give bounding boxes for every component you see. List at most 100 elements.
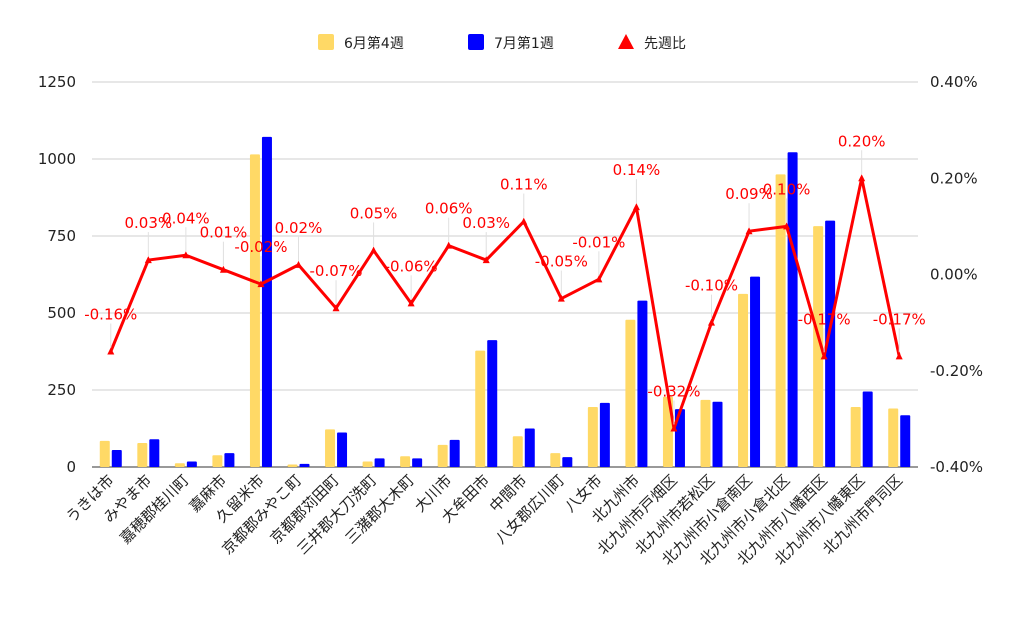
left-tick-label: 0 [66, 458, 76, 476]
data-label: 0.03% [462, 214, 510, 232]
bar [299, 463, 310, 467]
triangle-marker [557, 294, 565, 302]
bar [487, 340, 498, 467]
bar [400, 456, 411, 467]
data-label: 0.10% [763, 180, 811, 198]
right-tick-label: -0.20% [930, 362, 983, 380]
bar [813, 226, 824, 467]
legend-swatch [468, 34, 484, 50]
data-label: -0.06% [385, 257, 438, 275]
bar [99, 440, 110, 467]
bar [900, 415, 911, 467]
bar [412, 458, 423, 467]
triangle-marker [257, 280, 265, 288]
bar [775, 174, 786, 467]
bar [712, 401, 723, 467]
bar [587, 406, 598, 467]
data-label: 0.06% [425, 200, 473, 218]
bar [149, 439, 160, 467]
triangle-marker [219, 265, 227, 273]
data-label: -0.01% [572, 233, 625, 251]
bar [174, 463, 185, 467]
data-label: -0.16% [84, 306, 137, 324]
bar [524, 428, 535, 467]
triangle-marker [370, 246, 378, 254]
triangle-marker [407, 299, 415, 307]
bar [888, 408, 899, 467]
bar [287, 464, 298, 467]
bar [599, 402, 610, 467]
triangle-marker [632, 203, 640, 211]
left-tick-label: 250 [47, 381, 76, 399]
data-label: -0.05% [535, 253, 588, 271]
bar [337, 432, 348, 467]
triangle-marker [445, 241, 453, 249]
bar [512, 436, 523, 467]
legend-label: 7月第1週 [494, 35, 554, 52]
data-label: -0.17% [873, 310, 926, 328]
triangle-marker [332, 304, 340, 312]
right-tick-label: -0.40% [930, 458, 983, 476]
data-label: 0.02% [275, 219, 323, 237]
data-label: 0.20% [838, 132, 886, 150]
bar [637, 300, 648, 467]
triangle-marker [708, 318, 715, 326]
data-label: 0.03% [124, 214, 172, 232]
data-labels: -0.16%0.03%0.04%0.01%-0.02%0.02%-0.07%0.… [84, 132, 926, 425]
bar [249, 154, 260, 467]
bar [850, 406, 861, 467]
triangle-marker [745, 227, 753, 235]
bar [362, 461, 373, 467]
data-label: 0.05% [350, 204, 398, 222]
left-tick-label: 1000 [38, 150, 76, 168]
legend-marker [618, 34, 634, 49]
bar [862, 391, 873, 467]
triangle-marker [520, 217, 528, 225]
bar [700, 399, 711, 467]
line-path [109, 176, 901, 430]
triangle-marker [783, 222, 791, 230]
triangle-marker [595, 275, 603, 283]
triangle-marker [182, 251, 190, 259]
data-label: 0.09% [725, 185, 773, 203]
data-label: -0.10% [685, 277, 738, 295]
bar [625, 319, 636, 467]
data-label: 0.11% [500, 176, 548, 194]
triangle-marker [895, 352, 903, 360]
data-label: 0.04% [162, 209, 210, 227]
bar [261, 136, 272, 467]
bar [825, 220, 836, 467]
bar-series [99, 136, 911, 467]
bar [787, 152, 798, 467]
bar [437, 444, 448, 467]
right-tick-label: 0.00% [930, 266, 978, 284]
line-markers [107, 174, 903, 432]
left-tick-label: 750 [47, 227, 76, 245]
bar [111, 450, 122, 467]
triangle-marker [295, 260, 302, 268]
triangle-marker [858, 174, 866, 182]
bar [750, 276, 761, 467]
right-tick-label: 0.40% [930, 73, 978, 91]
bar [137, 442, 148, 467]
left-tick-label: 1250 [38, 73, 76, 91]
data-label: -0.32% [647, 383, 700, 401]
bar [224, 453, 235, 467]
bar [738, 293, 749, 467]
data-label: -0.02% [234, 238, 287, 256]
chart-legend: 6月第4週 7月第1週 先週比 [318, 34, 686, 52]
data-label: -0.17% [798, 310, 851, 328]
category-labels: うきは市みやま市嘉穂郡桂川町嘉麻市久留米市京都郡みやこ町京都郡苅田町三井郡大刀洗… [62, 471, 906, 569]
line-series [109, 176, 901, 430]
bar [475, 350, 486, 467]
data-label: 0.14% [613, 161, 661, 179]
bar [374, 458, 385, 467]
bar [674, 409, 685, 467]
right-axis-ticks: -0.40% -0.20% 0.00% 0.20% 0.40% [930, 73, 983, 476]
bar [212, 455, 223, 467]
bar [562, 457, 573, 467]
bar [449, 439, 460, 467]
right-tick-label: 0.20% [930, 169, 978, 187]
data-label: 0.01% [200, 224, 248, 242]
